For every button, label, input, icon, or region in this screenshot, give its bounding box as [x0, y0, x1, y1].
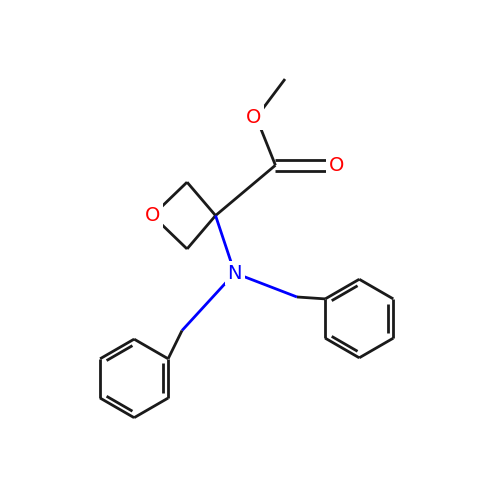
Text: O: O	[145, 206, 160, 225]
Text: O: O	[246, 108, 262, 127]
Text: N: N	[228, 263, 242, 283]
Text: O: O	[329, 156, 344, 175]
